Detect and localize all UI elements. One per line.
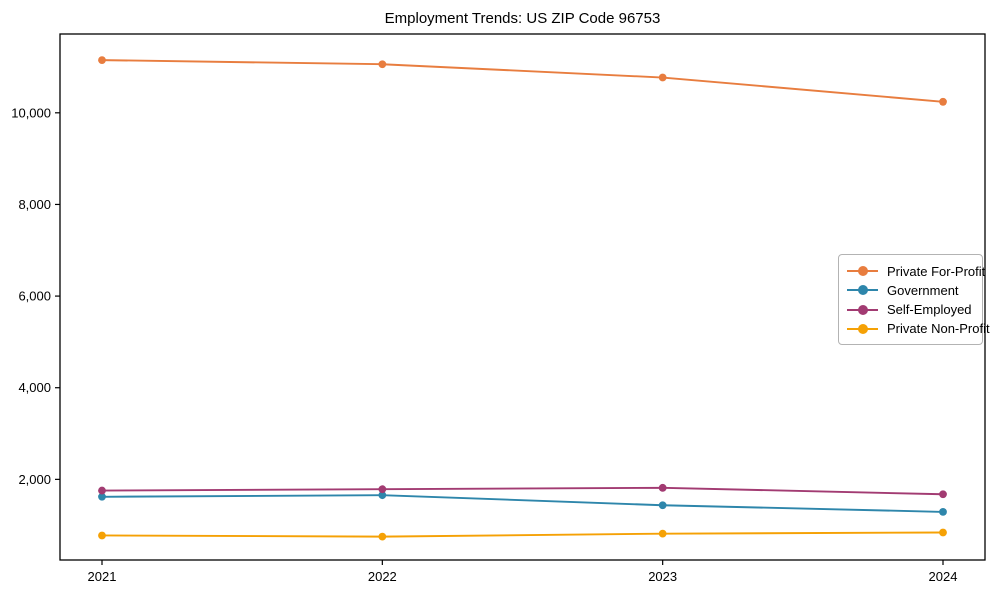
data-point xyxy=(98,486,106,495)
y-axis-tick-label: 6,000 xyxy=(18,289,51,304)
data-point xyxy=(939,528,947,537)
legend-label: Self-Employed xyxy=(887,302,972,318)
series-line xyxy=(101,494,944,513)
data-point xyxy=(98,56,106,65)
legend-dot xyxy=(858,266,868,276)
data-point xyxy=(378,60,387,69)
legend-item: Private Non-Profit xyxy=(847,320,990,338)
legend-label: Private Non-Profit xyxy=(887,321,990,337)
chart-title: Employment Trends: US ZIP Code 96753 xyxy=(384,10,661,27)
data-point xyxy=(939,97,947,106)
legend-dot xyxy=(858,285,868,296)
legend-item: Self-Employed xyxy=(847,301,974,319)
data-point xyxy=(658,73,667,82)
data-point xyxy=(658,501,667,510)
series-line xyxy=(101,486,944,496)
data-point xyxy=(939,507,947,516)
y-axis-tick-label: 4,000 xyxy=(18,380,51,395)
data-point xyxy=(98,492,106,501)
legend: Private For-Profit Government Self-Employe… xyxy=(838,254,990,345)
legend-label: Government xyxy=(887,282,959,298)
legend-item: Government xyxy=(847,281,974,299)
legend-dot xyxy=(858,304,868,315)
y-axis-tick-label: 10,000 xyxy=(11,105,51,120)
series-line xyxy=(101,531,944,538)
legend-line-marker-icon xyxy=(847,266,878,276)
data-point xyxy=(658,483,667,492)
legend-dot xyxy=(858,323,868,334)
legend-item: Private For-Profit xyxy=(847,262,985,280)
legend-line-marker-icon xyxy=(847,304,878,315)
legend-line-marker-icon xyxy=(847,323,878,334)
x-axis-tick-label: 2024 xyxy=(929,569,958,584)
data-point xyxy=(98,531,106,540)
data-point xyxy=(378,485,387,494)
y-axis-tick-label: 8,000 xyxy=(18,197,51,212)
legend-line-marker-icon xyxy=(847,285,878,296)
legend-label: Private For-Profit xyxy=(887,263,986,279)
data-point xyxy=(378,532,387,541)
y-axis-tick-label: 2,000 xyxy=(18,472,51,487)
data-point xyxy=(378,491,387,500)
axes-frame xyxy=(59,33,986,561)
data-point xyxy=(658,529,667,538)
data-point xyxy=(939,490,947,499)
series-line xyxy=(101,59,944,103)
x-axis-tick-label: 2022 xyxy=(368,569,397,584)
x-axis-tick-label: 2023 xyxy=(648,569,677,584)
x-axis-tick-label: 2021 xyxy=(88,569,117,584)
